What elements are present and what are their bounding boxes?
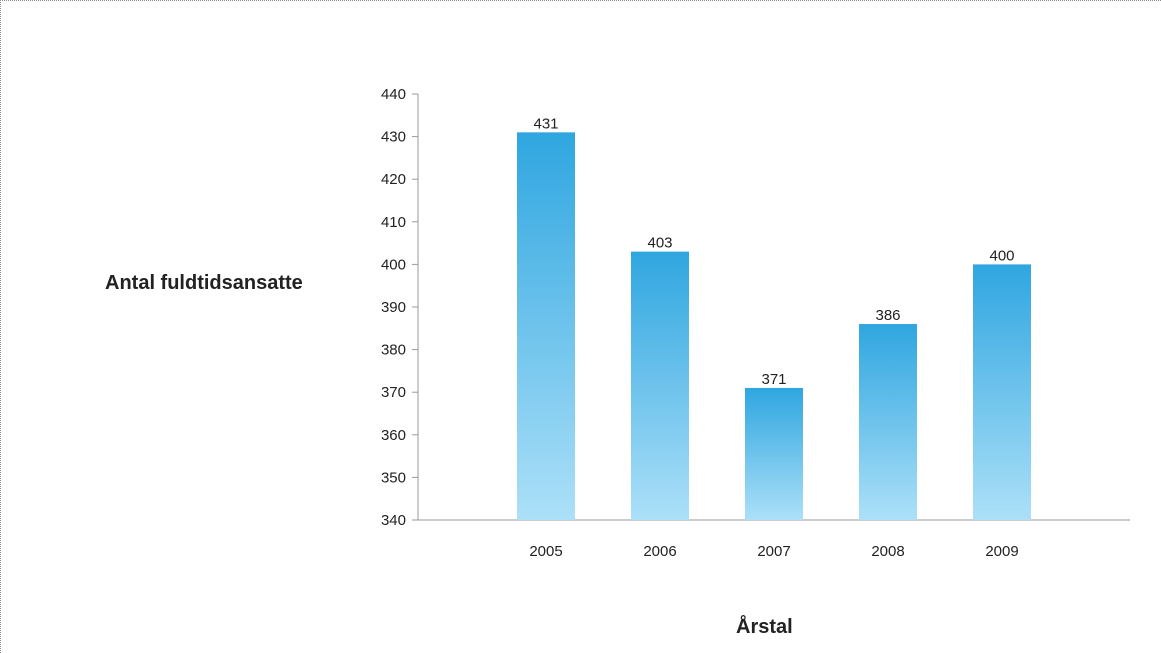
y-tick-label: 340 <box>381 512 406 529</box>
x-tick-label-2007: 2007 <box>757 543 790 560</box>
y-tick-label: 360 <box>381 427 406 444</box>
y-tick-label: 390 <box>381 299 406 316</box>
y-tick-label: 440 <box>381 86 406 103</box>
data-label-2009: 400 <box>989 247 1014 264</box>
data-label-2006: 403 <box>647 235 672 252</box>
y-tick-label: 420 <box>381 171 406 188</box>
data-labels: 431 403 371 386 400 <box>533 115 1014 388</box>
bar-2006 <box>631 251 689 520</box>
y-tick-label: 350 <box>381 469 406 486</box>
data-label-2008: 386 <box>875 307 900 324</box>
bar-2009 <box>973 264 1031 520</box>
bar-2005 <box>517 132 575 520</box>
y-tick-label: 400 <box>381 256 406 273</box>
bar-2008 <box>859 324 917 520</box>
x-tick-label-2009: 2009 <box>985 543 1018 560</box>
y-axis: 340 350 360 370 380 390 400 410 420 430 440 <box>381 86 419 529</box>
x-axis: 2005 2006 2007 2008 2009 <box>418 519 1130 560</box>
y-tick-label: 410 <box>381 214 406 231</box>
y-tick-label: 370 <box>381 384 406 401</box>
x-tick-label-2005: 2005 <box>529 543 562 560</box>
y-tick-label: 380 <box>381 342 406 359</box>
y-axis-title: Antal fuldtidsansatte <box>105 272 303 294</box>
y-tick-label: 430 <box>381 129 406 146</box>
bars <box>517 132 1031 520</box>
x-tick-label-2008: 2008 <box>871 543 904 560</box>
x-axis-title: Årstal <box>736 616 793 638</box>
bar-2007 <box>745 387 803 520</box>
x-tick-label-2006: 2006 <box>643 543 676 560</box>
data-label-2005: 431 <box>533 115 558 132</box>
data-label-2007: 371 <box>761 371 786 388</box>
